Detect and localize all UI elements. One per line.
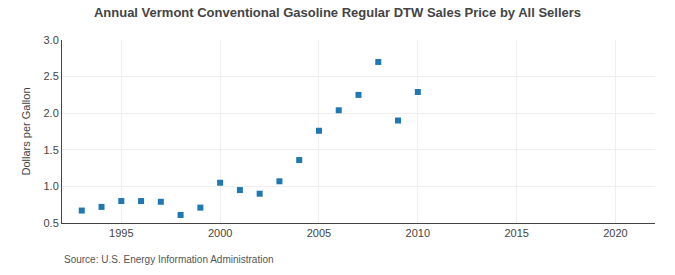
svg-text:0.5: 0.5 (44, 217, 59, 229)
svg-text:Source: U.S. Energy Informatio: Source: U.S. Energy Information Administ… (64, 254, 274, 265)
svg-text:2015: 2015 (504, 227, 528, 239)
svg-text:2005: 2005 (307, 227, 331, 239)
svg-text:1.0: 1.0 (44, 180, 59, 192)
svg-text:2010: 2010 (406, 227, 430, 239)
svg-text:2000: 2000 (208, 227, 232, 239)
svg-text:3.0: 3.0 (44, 34, 59, 46)
svg-text:Annual Vermont Conventional Ga: Annual Vermont Conventional Gasoline Reg… (94, 5, 581, 20)
svg-text:1.5: 1.5 (44, 144, 59, 156)
svg-text:2020: 2020 (603, 227, 627, 239)
svg-text:2.5: 2.5 (44, 70, 59, 82)
svg-text:1995: 1995 (109, 227, 133, 239)
svg-text:Dollars per Gallon: Dollars per Gallon (20, 87, 32, 175)
svg-text:2.0: 2.0 (44, 107, 59, 119)
